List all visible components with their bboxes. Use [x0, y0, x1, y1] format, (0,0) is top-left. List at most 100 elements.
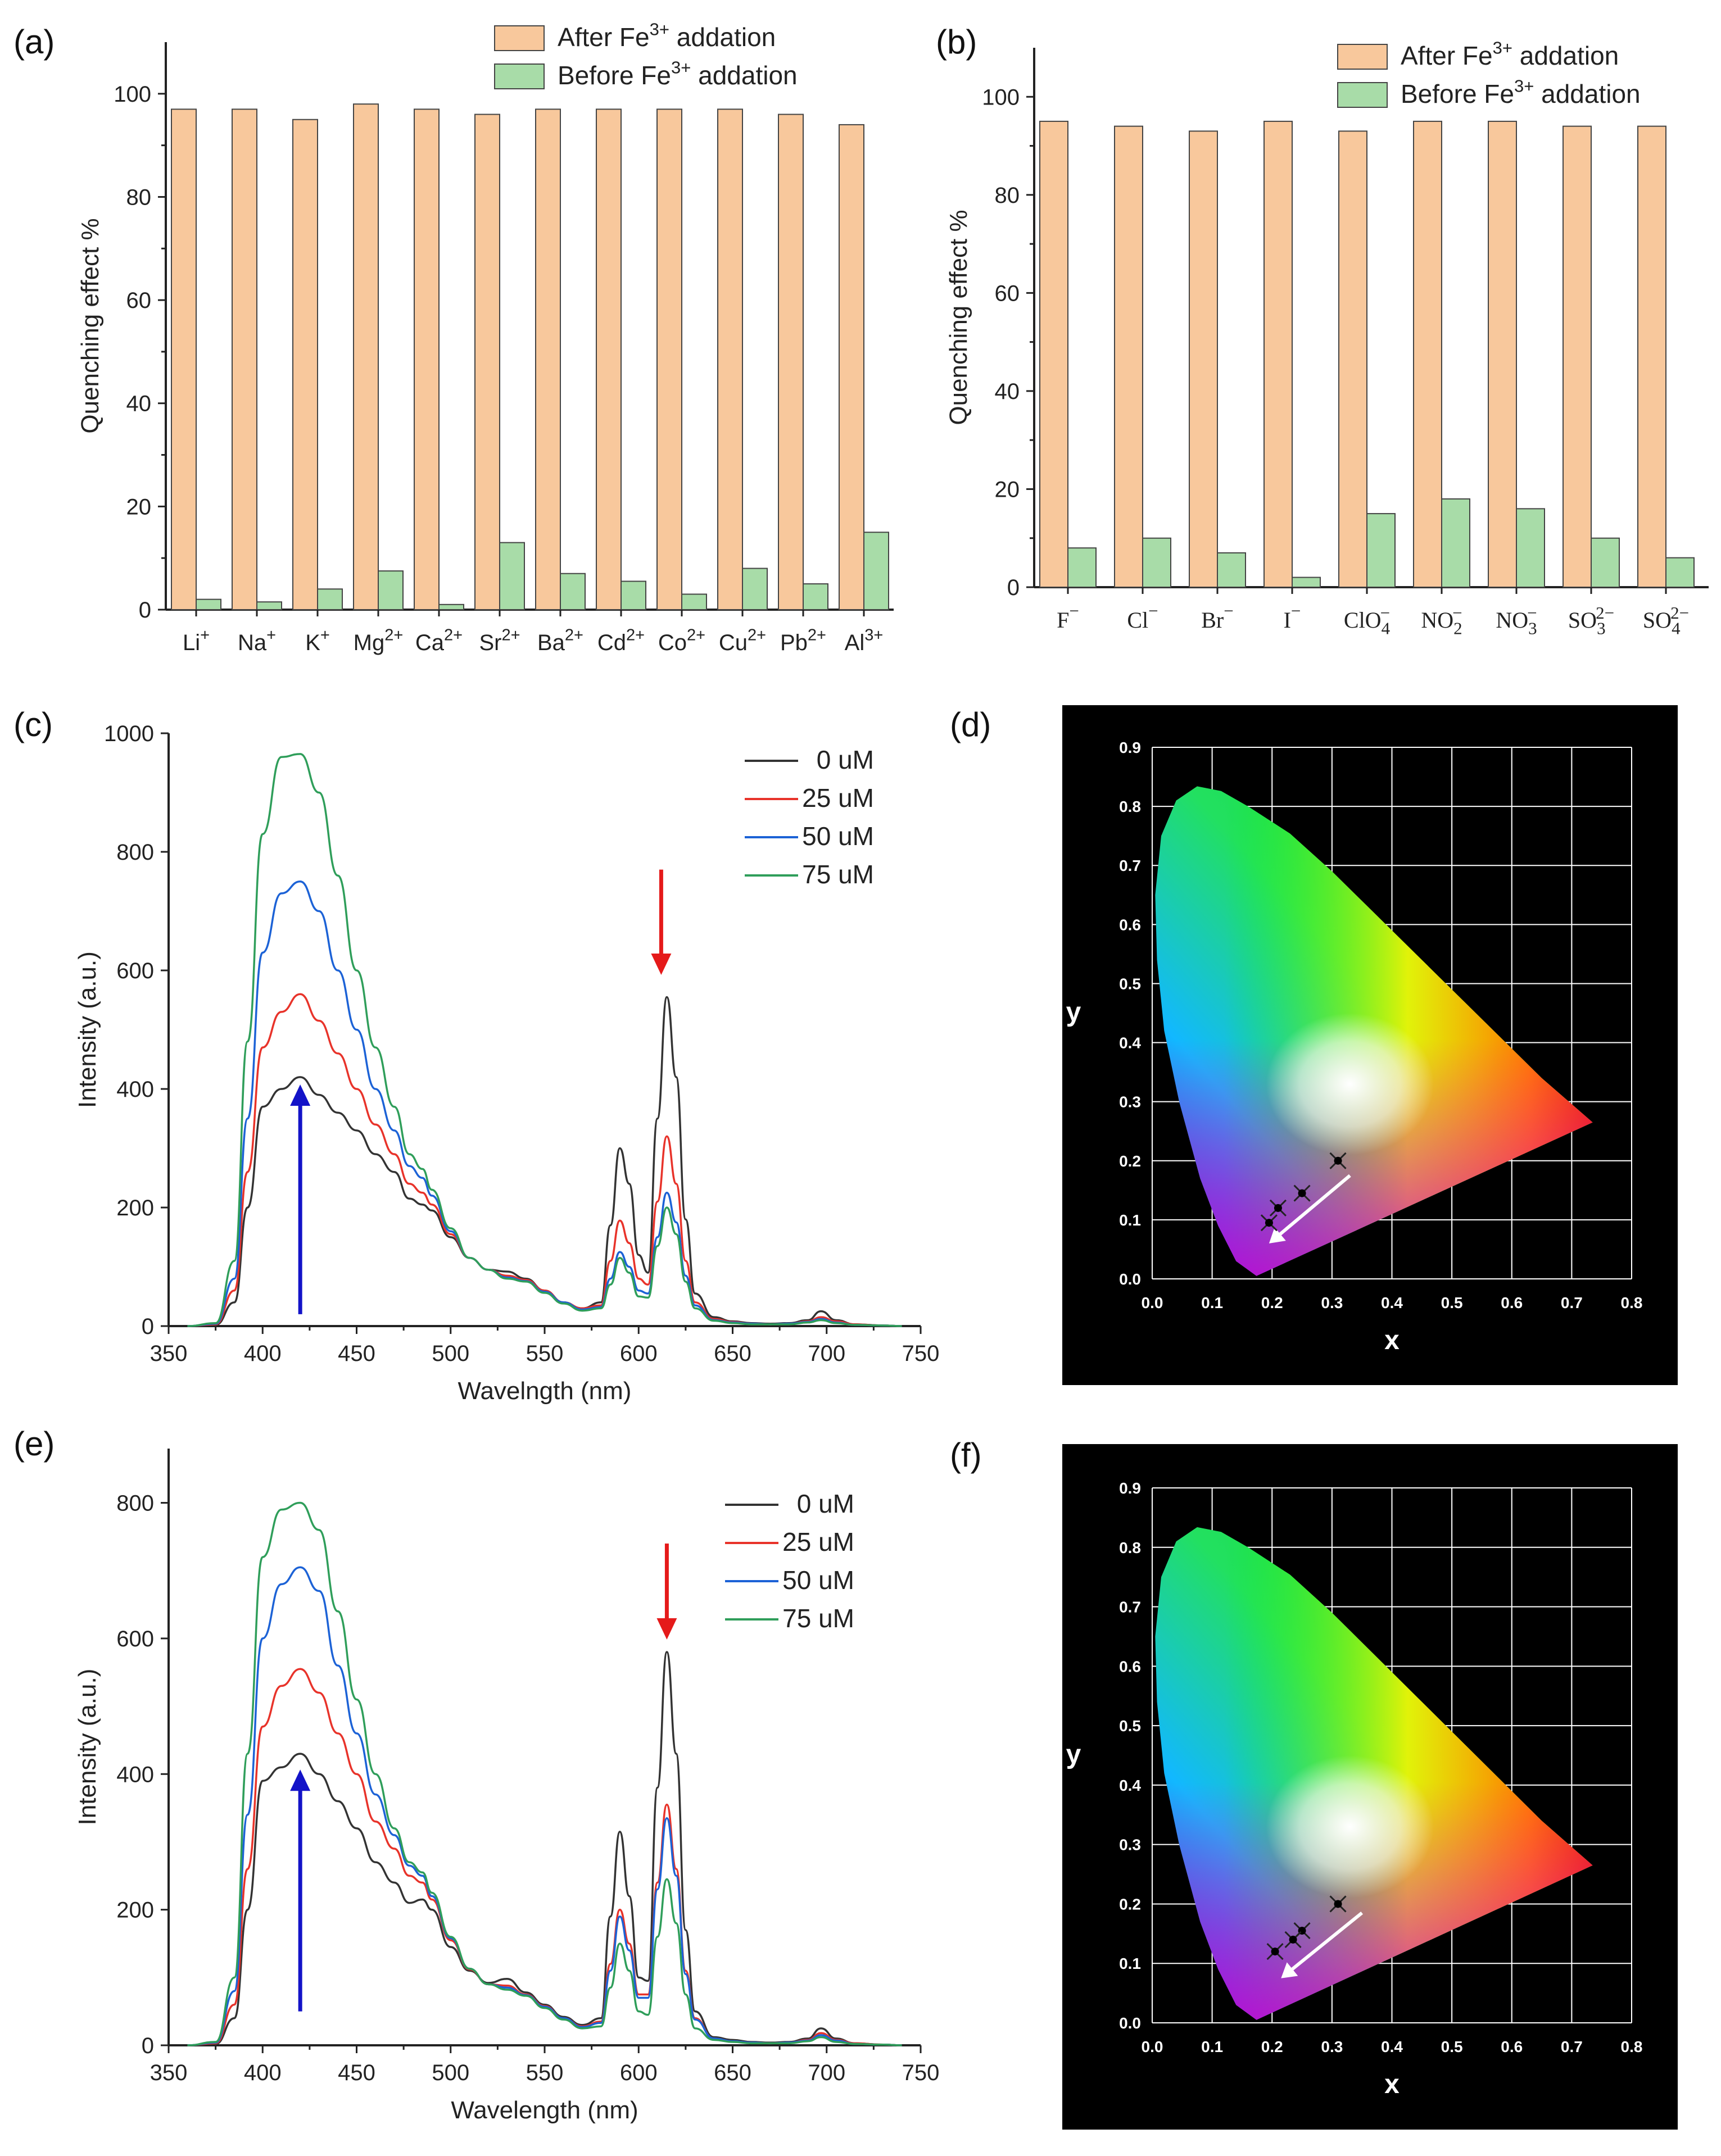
bar-after — [717, 108, 743, 610]
legend-label-1: 25 uM — [782, 1527, 854, 1556]
cie-point — [1334, 1900, 1342, 1908]
panel-label-e: (e) — [13, 1425, 55, 1463]
y-tick-label: 0.5 — [1119, 1717, 1141, 1735]
arrow-down-head — [656, 1618, 677, 1640]
y-tick-label: 200 — [116, 1196, 154, 1220]
y-tick-label: 20 — [126, 494, 152, 519]
y-tick-label: 400 — [116, 1762, 154, 1787]
bar-after — [1114, 125, 1143, 588]
y-tick-label: 600 — [116, 1627, 154, 1651]
x-tick-label: Ca2+ — [415, 626, 463, 655]
legend-label-before: Before Fe3+ addation — [1401, 76, 1641, 108]
legend-label-3: 75 uM — [802, 860, 874, 889]
arrow-up-head — [290, 1769, 311, 1791]
y-tick-label: 0.6 — [1119, 916, 1141, 933]
legend-label-after: After Fe3+ addation — [1401, 38, 1619, 70]
y-tick-label: 1000 — [104, 721, 154, 746]
x-tick-label: Sr2+ — [479, 626, 520, 655]
y-tick-label: 0.4 — [1119, 1777, 1141, 1794]
legend-swatch-before — [494, 63, 545, 89]
bar-before — [560, 573, 586, 611]
bar-after — [1488, 120, 1517, 588]
x-tick-label: 700 — [808, 1341, 845, 1366]
bar-after — [414, 108, 440, 610]
y-tick-label: 800 — [116, 1491, 154, 1516]
y-tick-label: 0 — [142, 2034, 154, 2058]
bar-before — [742, 568, 768, 611]
x-tick-label: 600 — [620, 1341, 658, 1366]
cie-white-point — [1266, 1755, 1434, 1898]
cie-point — [1334, 1156, 1342, 1165]
bar-before — [256, 601, 282, 611]
legend-swatch-after — [494, 25, 545, 51]
y-tick-label: 0.1 — [1119, 1211, 1141, 1229]
y-tick-label: 0 — [139, 598, 151, 623]
y-tick-label: 60 — [126, 288, 152, 313]
x-tick-label: I− — [1284, 601, 1301, 633]
arrow-up-head — [290, 1084, 311, 1106]
y-tick-label: 0.8 — [1119, 798, 1141, 815]
x-tick-label: Mg2+ — [354, 626, 404, 655]
cie-white-point — [1266, 1013, 1434, 1155]
cie-point — [1289, 1935, 1297, 1944]
y-tick-label: 80 — [126, 185, 152, 210]
x-tick-label: 650 — [714, 1341, 751, 1366]
y-tick-label: 600 — [116, 959, 154, 983]
y-tick-label: 0.7 — [1119, 857, 1141, 874]
y-axis-label: y — [1066, 997, 1081, 1027]
legend-label-0: 0 uM — [797, 1489, 854, 1518]
y-tick-label: 0 — [1007, 575, 1020, 600]
bar-before — [1366, 513, 1396, 588]
cie-arrow-head — [1269, 1227, 1286, 1243]
panel-label-f: (f) — [950, 1436, 982, 1474]
bar-after — [1563, 125, 1592, 588]
chart-f: 0.0 0.1 0.2 0.3 0.4 0.5 0.6 0.7 0.8 0.0 0.1 0.2 0.3 0… — [1062, 1444, 1678, 2130]
x-tick-label: Li+ — [183, 626, 210, 655]
x-tick-label: 500 — [432, 2060, 469, 2085]
bar-before — [1217, 552, 1246, 588]
y-tick-label: 0.3 — [1119, 1093, 1141, 1111]
cie-arrow-shaft — [1288, 1911, 1364, 1973]
bar-before — [803, 583, 828, 611]
cie-point — [1265, 1219, 1273, 1227]
y-tick-label: 0.2 — [1119, 1152, 1141, 1170]
x-tick-label: F− — [1057, 601, 1079, 633]
bar-after — [1413, 120, 1442, 588]
x-tick-label: NO2− — [1421, 603, 1462, 638]
x-tick-label: 0.3 — [1321, 2038, 1343, 2055]
bar-after — [535, 108, 561, 610]
panel-label-b: (b) — [936, 23, 977, 61]
x-axis-label: Wavelngth (nm) — [458, 1377, 632, 1405]
y-tick-label: 0.0 — [1119, 2014, 1141, 2032]
x-tick-label: 0.4 — [1381, 1294, 1403, 1311]
x-tick-label: 450 — [338, 2060, 375, 2085]
x-tick-label: 0.7 — [1561, 2038, 1583, 2055]
chart-a: 0 20 40 60 80 100 Quenching effect % Li+ Na+ K+ Mg… — [76, 20, 894, 655]
y-tick-label: 400 — [116, 1077, 154, 1102]
bar-before — [863, 532, 889, 610]
y-tick-label: 0.2 — [1119, 1895, 1141, 1913]
x-tick-label: Al3+ — [845, 626, 884, 655]
x-tick-label: 0.1 — [1201, 2038, 1223, 2055]
x-tick-label: 0.8 — [1621, 2038, 1643, 2055]
bar-after — [596, 108, 622, 610]
x-axis-label: Wavelength (nm) — [451, 2096, 638, 2124]
bar-before — [621, 580, 646, 610]
cie-point — [1298, 1189, 1306, 1197]
y-tick-label: 60 — [995, 281, 1020, 306]
x-tick-label: 0.0 — [1142, 2038, 1163, 2055]
series-line-1 — [187, 993, 902, 1327]
y-tick-label: 0.7 — [1119, 1599, 1141, 1616]
series-line-3 — [187, 1501, 902, 2046]
y-tick-label: 40 — [995, 379, 1020, 404]
y-tick-label: 200 — [116, 1898, 154, 1923]
chart-d: 0.0 0.1 0.2 0.3 0.4 0.5 0.6 0.7 0.8 0.0 0.1 0.2 0.3 0… — [1062, 705, 1678, 1385]
legend-label-1: 25 uM — [802, 783, 874, 813]
x-tick-label: Br− — [1201, 601, 1233, 633]
x-tick-label: Na+ — [238, 626, 276, 655]
x-axis-label: x — [1384, 2069, 1400, 2099]
y-axis-label: Intensity (a.u.) — [74, 1669, 101, 1826]
x-tick-label: 550 — [526, 1341, 564, 1366]
x-tick-label: 0.8 — [1621, 1294, 1643, 1311]
y-axis-label: Intensity (a.u.) — [74, 951, 101, 1108]
